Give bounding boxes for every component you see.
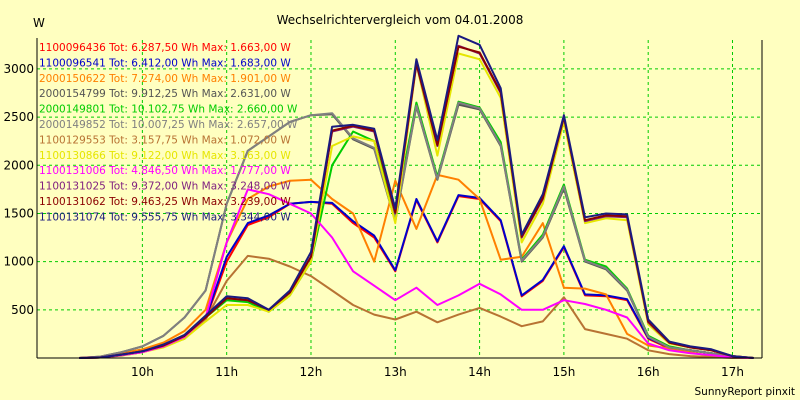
- series-line-2000149852: [79, 101, 754, 359]
- series-line-1100131074: [79, 34, 754, 359]
- y-tick-label: 1500: [3, 206, 34, 220]
- legend-entry-2000154799: 2000154799 Tot: 9.912,25 Wh Max: 2.631,0…: [39, 88, 291, 100]
- x-tick-label: 13h: [384, 365, 407, 379]
- x-tick-label: 10h: [131, 365, 154, 379]
- legend-entry-1100129553: 1100129553 Tot: 3.157,75 Wh Max: 1.072,0…: [39, 134, 291, 146]
- series-group: [79, 34, 754, 359]
- x-tick-label: 15h: [552, 365, 575, 379]
- legend-entry-2000149852: 2000149852 Tot: 10.007,25 Wh Max: 2.657,…: [39, 119, 298, 131]
- legend-entry-1100131062: 1100131062 Tot: 9.463,25 Wh Max: 3.239,0…: [39, 196, 291, 208]
- legend-entry-1100096541: 1100096541 Tot: 6.412,00 Wh Max: 1.683,0…: [39, 57, 291, 69]
- y-axis-label: W: [33, 16, 45, 30]
- legend: 1100096436 Tot: 6.287,50 Wh Max: 1.663,0…: [39, 42, 298, 223]
- legend-entry-1100130866: 1100130866 Tot: 9.122,00 Wh Max: 3.163,0…: [39, 150, 291, 162]
- y-tick-label: 2500: [3, 110, 34, 124]
- x-tick-label: 11h: [215, 365, 238, 379]
- legend-entry-1100096436: 1100096436 Tot: 6.287,50 Wh Max: 1.663,0…: [39, 42, 291, 54]
- y-tick-label: 3000: [3, 62, 34, 76]
- series-line-2000150622: [79, 173, 754, 359]
- y-tick-labels: 500 1000 1500 2000 2500 3000: [3, 62, 34, 317]
- legend-entry-1100131006: 1100131006 Tot: 4.846,50 Wh Max: 1.777,0…: [39, 165, 291, 177]
- legend-entry-1100131074: 1100131074 Tot: 9.555,75 Wh Max: 3.344,0…: [39, 211, 291, 223]
- x-tick-label: 12h: [300, 365, 323, 379]
- chart-title: Wechselrichtervergleich vom 04.01.2008: [277, 13, 524, 27]
- legend-entry-1100131025: 1100131025 Tot: 9.372,00 Wh Max: 3.248,0…: [39, 181, 291, 193]
- legend-entry-2000150622: 2000150622 Tot: 7.274,00 Wh Max: 1.901,0…: [39, 73, 291, 85]
- x-tick-label: 17h: [721, 365, 744, 379]
- y-tick-label: 2000: [3, 158, 34, 172]
- x-tick-labels: 10h 11h 12h 13h 14h 15h 16h 17h: [131, 365, 744, 379]
- footer-credit: SunnyReport pinxit: [695, 386, 795, 398]
- y-tick-label: 500: [11, 303, 34, 317]
- y-tick-label: 1000: [3, 255, 34, 269]
- x-tick-label: 16h: [637, 365, 660, 379]
- x-tick-label: 14h: [468, 365, 491, 379]
- legend-entry-2000149801: 2000149801 Tot: 10.102,75 Wh Max: 2.660,…: [39, 104, 298, 116]
- grid-lines: [37, 40, 762, 358]
- axes: [36, 38, 763, 359]
